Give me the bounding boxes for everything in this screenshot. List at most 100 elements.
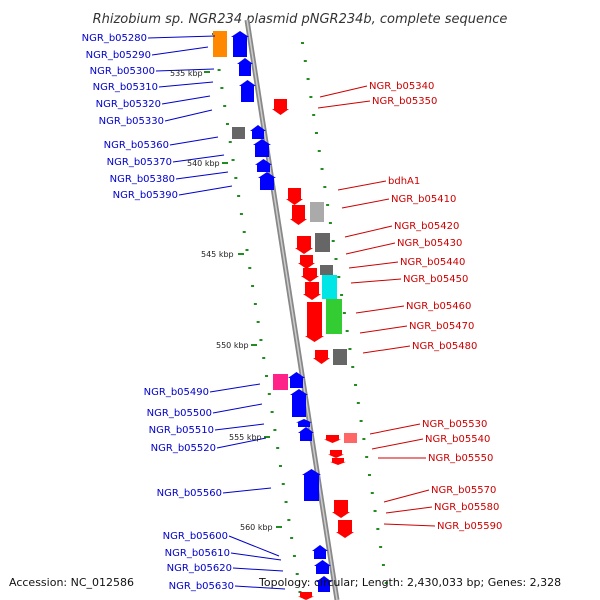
gene-label[interactable]: NGR_b05550	[428, 453, 493, 464]
gene-label[interactable]: NGR_b05350	[372, 96, 437, 107]
tick-dot	[309, 96, 313, 98]
gene-label[interactable]: NGR_b05430	[397, 238, 462, 249]
label-leader	[230, 552, 282, 561]
gene-arrow-forward	[296, 419, 312, 427]
tick-dot	[301, 42, 305, 44]
gene-label[interactable]: NGR_b05480	[412, 341, 477, 352]
gene-label[interactable]: NGR_b05420	[394, 221, 459, 232]
gene-arrow-reverse	[298, 592, 314, 600]
gene-arrow-reverse	[328, 450, 344, 458]
tick-dot	[220, 87, 224, 89]
gene-arrow-reverse	[332, 500, 350, 518]
label-leader	[214, 423, 265, 431]
tick-dot	[256, 321, 260, 323]
gene-arrow-reverse	[313, 350, 330, 364]
gene-arrow-forward	[316, 576, 332, 592]
tick-dot	[267, 393, 271, 395]
gene-label[interactable]: NGR_b05440	[400, 257, 465, 268]
gene-label[interactable]: NGR_b05330	[99, 116, 164, 127]
label-leader	[175, 171, 229, 180]
label-leader	[212, 403, 263, 414]
gene-arrow-reverse	[336, 520, 354, 538]
label-leader	[348, 261, 399, 269]
gene-label[interactable]: NGR_b05290	[86, 50, 151, 61]
gene-arrow-reverse	[295, 236, 313, 254]
gene-arrow-forward	[290, 389, 308, 417]
right-gene-labels: NGR_b05340 NGR_b05350 bdhA1 NGR_b05410 N…	[369, 81, 502, 532]
label-leader	[178, 185, 233, 196]
gene-box	[326, 299, 342, 334]
gene-label[interactable]: NGR_b05310	[93, 82, 158, 93]
gene-label[interactable]: NGR_b05450	[403, 274, 468, 285]
gene-label[interactable]: NGR_b05470	[409, 321, 474, 332]
gene-arrow-forward	[255, 159, 272, 172]
gene-label[interactable]: NGR_b05560	[157, 488, 222, 499]
label-leader	[319, 85, 368, 98]
scale-label: 550 kbp	[216, 341, 249, 350]
tick-dot	[287, 519, 291, 521]
gene-label[interactable]: NGR_b05610	[165, 548, 230, 559]
gene-label[interactable]: NGR_b05600	[163, 531, 228, 542]
label-leader	[337, 180, 387, 191]
tick-dot	[337, 276, 341, 278]
label-leader	[383, 489, 430, 503]
gene-label[interactable]: NGR_b05410	[391, 194, 456, 205]
gene-label[interactable]: NGR_b05460	[406, 301, 471, 312]
gene-label[interactable]: NGR_b05570	[431, 485, 496, 496]
tick-dot	[270, 411, 274, 413]
tick-dot	[367, 474, 371, 476]
gene-label[interactable]: NGR_b05620	[167, 563, 232, 574]
scale-tick	[264, 436, 270, 438]
scale-tick	[204, 71, 210, 73]
tick-dot	[223, 105, 227, 107]
gene-label[interactable]: NGR_b05370	[107, 157, 172, 168]
gene-label[interactable]: NGR_b05530	[422, 419, 487, 430]
label-leader	[317, 100, 371, 109]
tick-dot	[328, 222, 332, 224]
label-leader	[350, 278, 402, 284]
scale-tick	[238, 253, 244, 255]
footer-topology: Topology: circular; Length: 2,430,033 bp…	[258, 576, 561, 589]
gene-label[interactable]: NGR_b05390	[113, 190, 178, 201]
label-leaders	[147, 35, 436, 590]
footer-accession-bg	[6, 573, 148, 590]
tick-dot	[234, 177, 238, 179]
gene-arrow-forward	[258, 172, 276, 190]
gene-label[interactable]: NGR_b05580	[434, 502, 499, 513]
gene-label[interactable]: NGR_b05280	[82, 33, 147, 44]
scale-tick	[222, 162, 228, 164]
gene-label[interactable]: NGR_b05490	[144, 387, 209, 398]
tick-dot	[295, 573, 299, 575]
gene-label[interactable]: NGR_b05520	[151, 443, 216, 454]
gene-label[interactable]: NGR_b05300	[90, 66, 155, 77]
gene-label[interactable]: NGR_b05360	[104, 140, 169, 151]
map-title: Rhizobium sp. NGR234 plasmid pNGR234b, c…	[93, 12, 508, 27]
label-leader	[222, 487, 272, 494]
label-leader	[169, 136, 219, 146]
gene-label[interactable]: NGR_b05500	[147, 408, 212, 419]
tick-dot	[278, 465, 282, 467]
tick-dot	[312, 114, 316, 116]
gene-label[interactable]: NGR_b05320	[96, 99, 161, 110]
tick-dot	[245, 249, 249, 251]
gene-box	[232, 127, 245, 139]
gene-label[interactable]: NGR_b05510	[149, 425, 214, 436]
gene-label[interactable]: NGR_b05590	[437, 521, 502, 532]
label-leader	[164, 109, 213, 122]
tick-dot	[273, 429, 277, 431]
label-leader	[172, 154, 225, 163]
tick-dot	[354, 384, 358, 386]
gene-arrow-forward	[312, 545, 328, 559]
gene-label[interactable]: bdhA1	[388, 176, 420, 187]
gene-arrow-forward	[231, 31, 249, 57]
gene-arrow-reverse	[305, 302, 324, 342]
gene-label[interactable]: NGR_b05630	[169, 581, 234, 592]
label-leader	[147, 35, 216, 39]
tick-dot	[342, 312, 346, 314]
tick-dot	[237, 195, 241, 197]
gene-label[interactable]: NGR_b05540	[425, 434, 490, 445]
gene-label[interactable]: NGR_b05380	[110, 174, 175, 185]
gene-arrow-forward	[250, 125, 266, 139]
gene-label[interactable]: NGR_b05340	[369, 81, 434, 92]
